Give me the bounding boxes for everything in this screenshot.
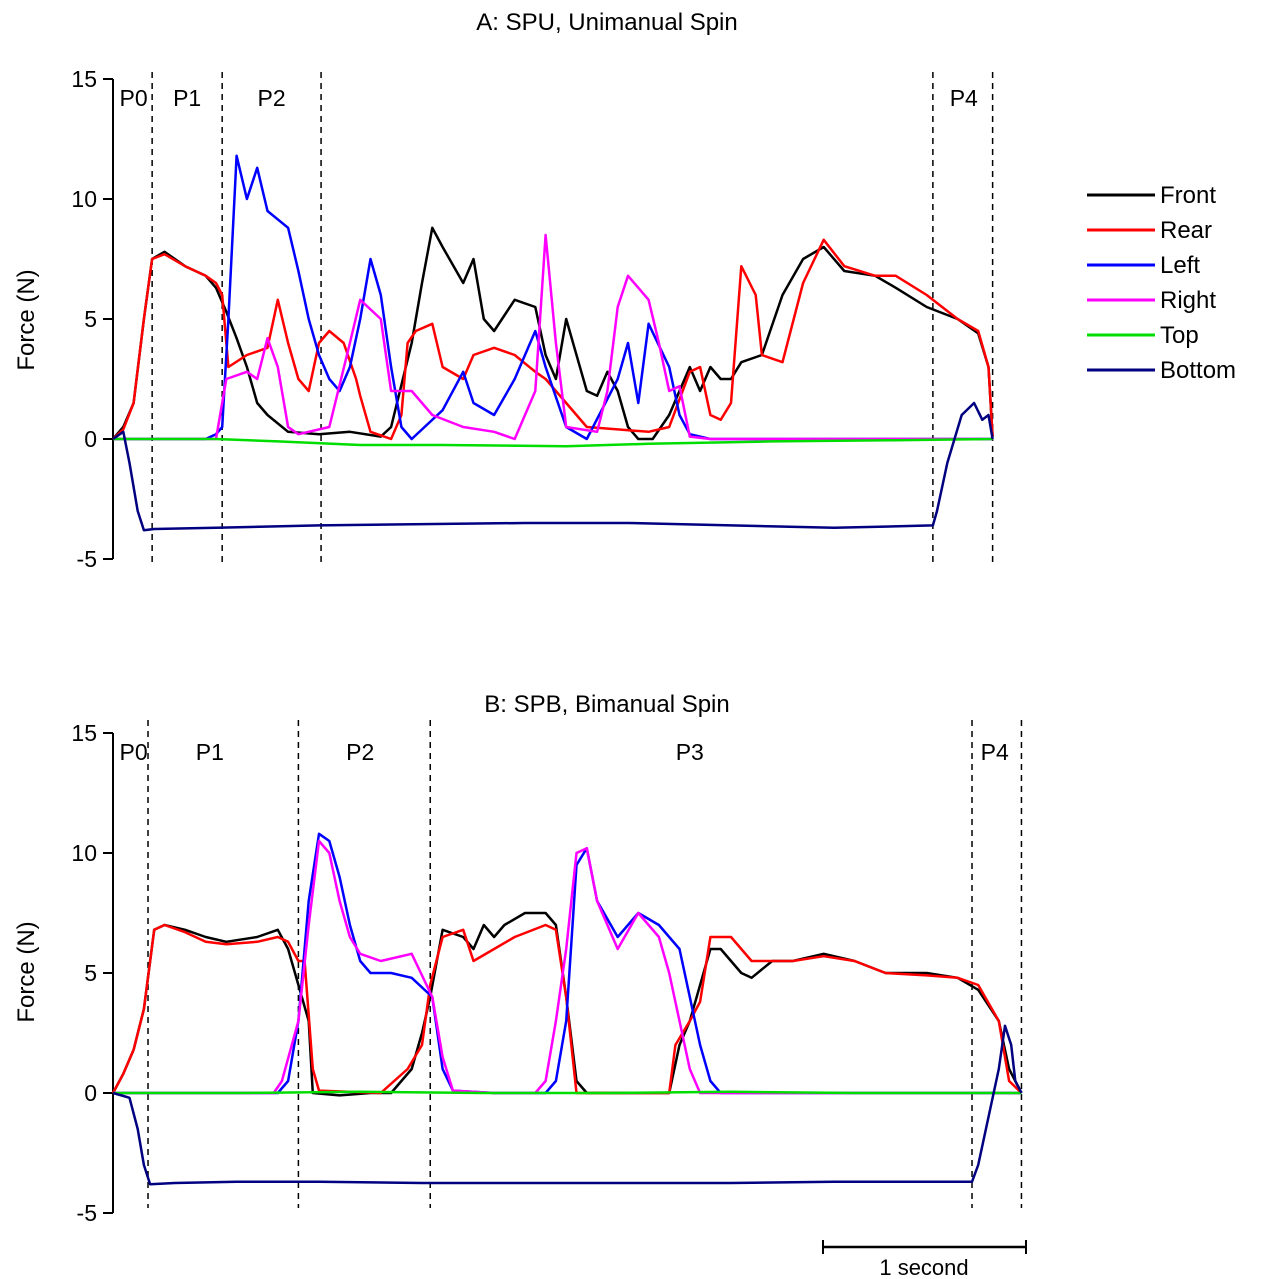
panel-a-phase-label: P4	[950, 85, 978, 111]
panel-a-y-tick-label: -5	[77, 546, 97, 572]
panel-b-series-right	[113, 839, 1022, 1095]
panel-b-y-tick-label: 10	[71, 840, 97, 866]
panel-b-phase-label: P3	[676, 739, 704, 765]
legend-label-front: Front	[1160, 182, 1216, 209]
panel-b-y-tick-label: -5	[77, 1200, 97, 1226]
panel-b-series-left	[113, 832, 1022, 1095]
legend-label-top: Top	[1160, 322, 1199, 349]
panel-a-series-front	[112, 226, 994, 441]
panel-a-series-top	[113, 437, 993, 448]
panel-a-y-tick-label: 0	[84, 426, 97, 452]
legend-label-left: Left	[1160, 252, 1200, 279]
panel-b-phase-label: P1	[196, 739, 224, 765]
scale-bar-label: 1 second	[879, 1255, 968, 1279]
legend-label-bottom: Bottom	[1160, 357, 1236, 384]
panel-b-y-tick-label: 5	[84, 960, 97, 986]
panel-b-y-axis-label: Force (N)	[13, 921, 40, 1022]
panel-b-phase-label: P0	[120, 739, 148, 765]
panel-a-phase-label: P1	[173, 85, 201, 111]
panel-b: B: SPB, Bimanual Spin Force (N) 15 10 5 0 -5…	[13, 691, 1023, 1226]
legend-label-rear: Rear	[1160, 217, 1212, 244]
panel-a-y-tick-label: 5	[84, 306, 97, 332]
panel-a-y-tick-label: 10	[71, 186, 97, 212]
panel-b-y-tick-label: 15	[71, 720, 97, 746]
panel-b-phase-label: P2	[346, 739, 374, 765]
panel-a-series-right	[113, 233, 993, 441]
panel-b-series-bottom	[112, 1024, 1023, 1186]
panel-b-series-rear	[111, 923, 1023, 1095]
panel-b-phase-label: P4	[981, 739, 1009, 765]
panel-a-phase-label: P2	[258, 85, 286, 111]
panel-a-series-bottom	[112, 401, 994, 532]
legend: Front Rear Left Right Top Bottom	[1087, 182, 1236, 384]
panel-a: A: SPU, Unimanual Spin Force (N) 15 10 5 0 -…	[13, 9, 994, 572]
panel-a-series-rear	[112, 238, 994, 441]
panel-a-y-axis-label: Force (N)	[13, 269, 40, 370]
panel-a-title: A: SPU, Unimanual Spin	[476, 9, 737, 36]
panel-a-series-left	[113, 154, 993, 441]
legend-label-right: Right	[1160, 287, 1216, 314]
panel-a-phase-label: P0	[120, 85, 148, 111]
panel-b-y-tick-label: 0	[84, 1080, 97, 1106]
panel-a-y-tick-label: 15	[71, 66, 97, 92]
panel-b-title: B: SPB, Bimanual Spin	[484, 691, 729, 718]
scale-bar: 1 second	[822, 1240, 1027, 1279]
panel-b-series-top	[113, 1090, 1022, 1095]
